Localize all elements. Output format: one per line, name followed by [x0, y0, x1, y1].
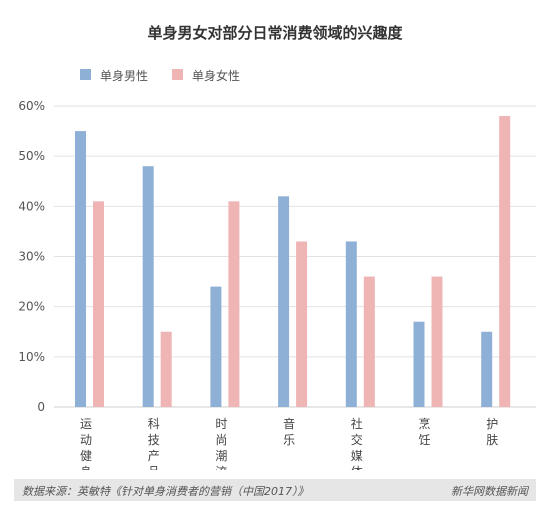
x-tick-label: 流: [215, 465, 227, 470]
x-tick-label: 运: [80, 417, 92, 431]
y-tick-label: 50%: [18, 149, 45, 163]
bar-male: [75, 131, 86, 408]
x-tick-label: 产: [148, 449, 160, 463]
legend-label-female: 单身女性: [192, 69, 241, 83]
y-tick-label: 20%: [18, 300, 45, 314]
brand-label: 新华网数据新闻: [451, 485, 528, 498]
bar-female: [296, 241, 308, 407]
footer: 数据来源：英敏特《针对单身消费者的营销（中国2017）》 新华网数据新闻: [14, 479, 536, 501]
x-tick-label: 健: [80, 449, 92, 463]
legend-swatch-female: [172, 69, 183, 80]
y-tick-label: 30%: [18, 250, 45, 264]
x-tick-label: 社: [351, 416, 363, 431]
bar-male: [278, 196, 290, 407]
x-tick-label: 烹: [418, 416, 430, 431]
x-tick-label: 科: [148, 417, 160, 431]
x-tick-label: 潮: [215, 448, 227, 463]
x-tick-label: 体: [351, 465, 363, 470]
plot-area: 0 10% 20% 30% 40% 50% 60% 运动健身 科技产品 时尚潮流 音乐 社交媒体 烹饪 护…: [18, 99, 536, 470]
x-tick-label: 时: [215, 417, 227, 431]
legend-swatch-male: [80, 69, 91, 80]
x-tick-label: 音: [283, 416, 295, 431]
x-tick-label: 动: [80, 433, 92, 447]
bar-female: [228, 201, 240, 407]
y-tick-label: 10%: [18, 350, 45, 364]
x-tick-label: 交: [351, 432, 363, 447]
x-tick-label: 身: [80, 464, 92, 470]
x-tick-label: 媒: [351, 449, 363, 463]
bar-male: [481, 331, 493, 407]
legend-label-male: 单身男性: [100, 69, 149, 83]
x-tick-label: 品: [148, 465, 160, 470]
bar-male: [142, 166, 154, 407]
bar-male: [210, 286, 222, 407]
source-note: 数据来源：英敏特《针对单身消费者的营销（中国2017）》: [22, 485, 309, 498]
y-tick-label: 40%: [18, 199, 45, 213]
bar-female: [499, 116, 511, 408]
y-tick-label: 0: [37, 400, 45, 414]
bar-female: [363, 276, 375, 407]
x-tick-label: 技: [148, 433, 160, 447]
bar-female: [93, 201, 104, 407]
x-tick-label: 饪: [418, 433, 430, 447]
x-tick-label: 肤: [486, 432, 498, 447]
bar-male: [345, 241, 357, 407]
y-tick-label: 60%: [18, 99, 45, 113]
x-tick-label: 尚: [215, 433, 227, 447]
x-tick-label: 乐: [283, 433, 295, 447]
bar-male: [413, 321, 425, 407]
bar-female: [431, 276, 443, 407]
bar-female: [160, 331, 172, 407]
chart-title: 单身男女对部分日常消费领域的兴趣度: [147, 24, 403, 42]
x-tick-label: 护: [486, 417, 498, 431]
